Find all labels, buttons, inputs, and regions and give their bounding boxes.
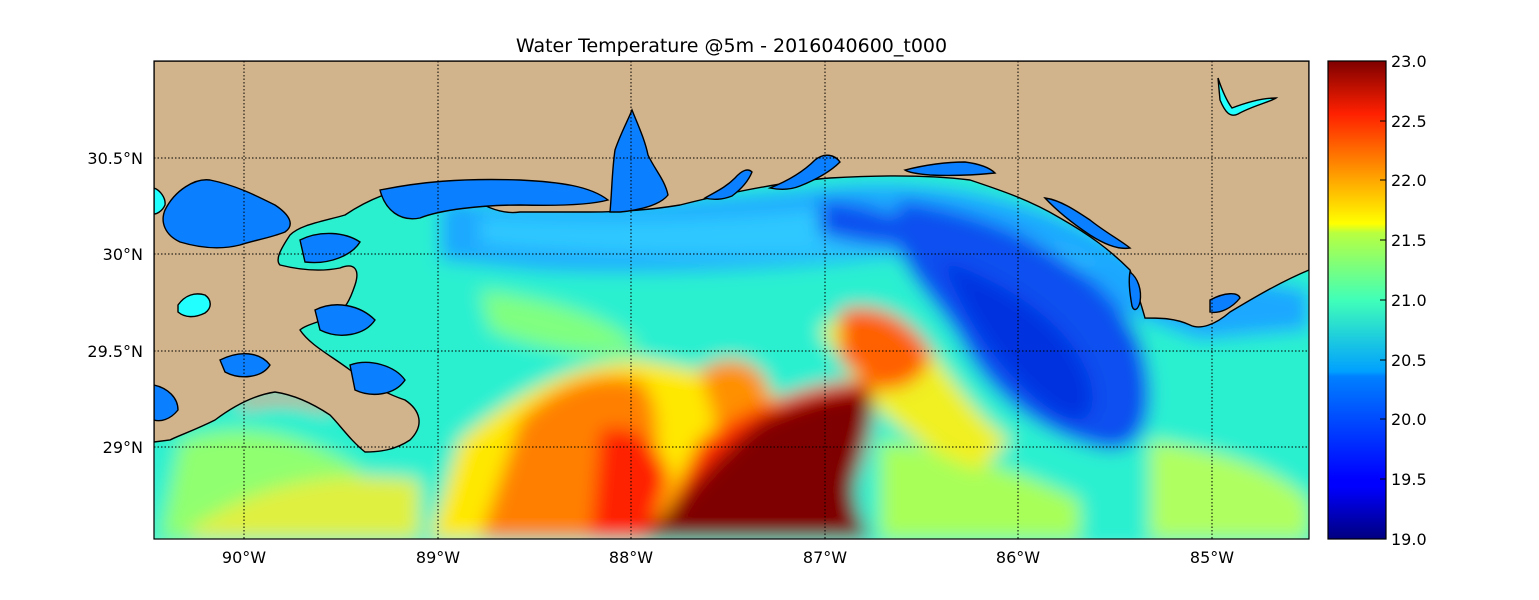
x-axis: 90°W 89°W 88°W 87°W 86°W 85°W: [222, 548, 1234, 567]
perdido-bay: [703, 169, 753, 201]
x-tick-label: 89°W: [416, 548, 460, 567]
y-tick-label: 29°N: [103, 438, 143, 457]
western-lake: [154, 187, 166, 215]
x-tick-label: 87°W: [803, 548, 847, 567]
chandeleur-water: [349, 361, 406, 396]
delta-water-3: [219, 353, 271, 378]
land: [154, 61, 1309, 453]
mobile-bay: [609, 108, 669, 213]
mississippi-sound: [379, 178, 610, 220]
inland-water: [154, 77, 1279, 422]
colorbar-tick-label: 20.5: [1391, 351, 1427, 370]
lake-pontchartrain: [162, 179, 291, 249]
colorbar-gradient: [1327, 60, 1387, 540]
colorbar-tick-label: 22.5: [1391, 112, 1427, 131]
chart-title: Water Temperature @5m - 2016040600_t000: [515, 35, 948, 57]
apalachee-bay: [1209, 293, 1241, 314]
y-tick-label: 30°N: [103, 245, 143, 264]
lake-seminole: [1217, 77, 1279, 116]
colorbar-ticks: [1380, 60, 1386, 540]
pensacola-bay: [767, 154, 841, 191]
y-tick-label: 30.5°N: [87, 149, 143, 168]
y-axis: 30.5°N 30°N 29.5°N 29°N: [87, 149, 143, 457]
map-area: [154, 61, 1309, 539]
delta-water-4: [154, 384, 179, 422]
st-andrew-bay: [1043, 197, 1132, 250]
x-tick-label: 85°W: [1190, 548, 1234, 567]
colorbar-tick-label: 19.5: [1391, 470, 1427, 489]
colorbar: 23.0 22.5 22.0 21.5 21.0 20.5 20.0 19.5 …: [1327, 52, 1427, 549]
x-tick-label: 86°W: [996, 548, 1040, 567]
land-mass: [154, 61, 1309, 453]
y-tick-label: 29.5°N: [87, 342, 143, 361]
plot-frame: [153, 60, 1310, 540]
apalachicola-bay: [1128, 270, 1142, 311]
colorbar-tick-label: 22.0: [1391, 171, 1427, 190]
x-tick-label: 88°W: [609, 548, 653, 567]
colorbar-tick-label: 21.5: [1391, 231, 1427, 250]
x-tick-label: 90°W: [222, 548, 266, 567]
colorbar-tick-label: 21.0: [1391, 291, 1427, 310]
colorbar-tick-label: 20.0: [1391, 410, 1427, 429]
delta-water-1: [299, 232, 361, 264]
graticule: [154, 61, 1309, 539]
colorbar-tick-label: 23.0: [1391, 52, 1427, 71]
choctawhatchee-bay: [903, 161, 997, 177]
delta-water-2: [314, 304, 376, 336]
lake-maurepas: [177, 293, 211, 318]
colorbar-tick-label: 19.0: [1391, 530, 1427, 549]
